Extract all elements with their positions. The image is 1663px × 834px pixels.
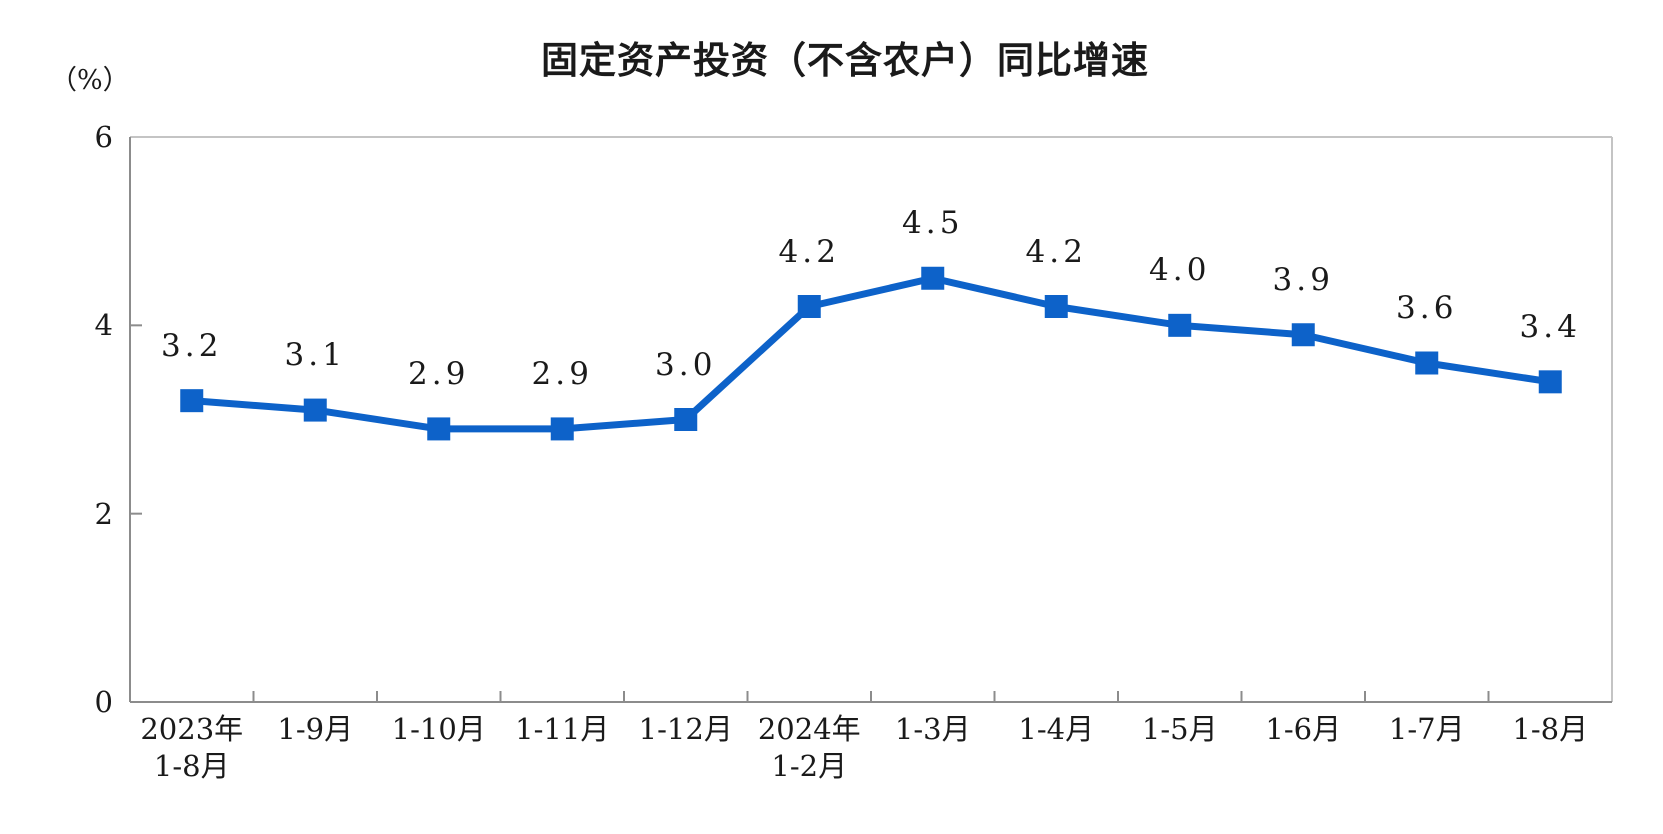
data-point-label: 4.2 xyxy=(778,233,840,270)
data-point-label: 3.1 xyxy=(284,337,346,374)
data-point-label: 4.0 xyxy=(1149,252,1211,289)
x-tick-label: 1-4月 xyxy=(1018,711,1094,748)
x-tick-label: 1-6月 xyxy=(1265,711,1341,748)
x-tick-label-line: 1-9月 xyxy=(277,712,354,746)
x-tick-label-line: 1-8月 xyxy=(1512,712,1589,746)
y-tick-label: 4 xyxy=(94,308,113,343)
x-tick-label-line: 1-4月 xyxy=(1018,712,1095,746)
data-series-line xyxy=(188,274,1554,433)
x-tick-label: 1-7月 xyxy=(1389,711,1465,748)
x-tick-label-line: 1-8月 xyxy=(153,749,230,783)
data-point-marker xyxy=(1538,370,1562,394)
x-tick-label-line: 2024年 xyxy=(757,712,861,746)
data-point-marker xyxy=(180,389,204,413)
x-tick-label: 1-8月 xyxy=(1512,711,1588,748)
data-point-marker xyxy=(1291,323,1315,347)
data-point-marker xyxy=(427,417,451,441)
x-tick-label: 1-10月 xyxy=(392,711,486,748)
x-tick-label-line: 1-3月 xyxy=(894,712,971,746)
y-tick-label: 0 xyxy=(94,685,113,719)
x-tick-label: 1-3月 xyxy=(895,711,971,748)
x-tick-label-line: 1-7月 xyxy=(1388,712,1465,746)
chart-title: 固定资产投资（不含农户）同比增速 xyxy=(541,39,1149,82)
y-tick-label: 2 xyxy=(94,496,113,531)
data-point-marker xyxy=(674,408,698,431)
y-tick-label: 6 xyxy=(94,120,113,154)
data-point-label: 3.6 xyxy=(1396,290,1458,326)
x-tick-label-line: 1-10月 xyxy=(391,712,486,746)
data-point-label: 3.2 xyxy=(161,327,223,364)
data-point-marker xyxy=(797,295,821,318)
x-tick-label: 2023年 1-8月 xyxy=(140,711,243,785)
x-tick-label-line: 1-2月 xyxy=(771,749,848,783)
x-tick-label: 1-5月 xyxy=(1142,711,1218,748)
data-point-label: 3.9 xyxy=(1272,261,1334,298)
data-point-marker xyxy=(1415,351,1439,375)
x-tick-label: 1-11月 xyxy=(515,711,609,748)
y-axis-unit-label: （%） xyxy=(50,65,130,96)
x-tick-label-line: 1-12月 xyxy=(638,712,733,746)
x-tick-label-line: 1-11月 xyxy=(515,712,610,746)
data-point-label: 4.2 xyxy=(1025,233,1087,270)
data-point-marker xyxy=(303,398,327,422)
x-tick-label-line: 2023年 xyxy=(140,712,244,746)
data-point-label: 4.5 xyxy=(902,205,964,242)
x-tick-label: 1-9月 xyxy=(277,711,353,748)
data-point-marker xyxy=(1168,313,1192,337)
x-tick-label-line: 1-5月 xyxy=(1141,712,1218,746)
x-tick-label-line: 1-6月 xyxy=(1265,712,1342,746)
data-point-marker xyxy=(921,266,945,290)
data-point-label: 2.9 xyxy=(531,355,593,392)
data-point-marker xyxy=(1044,295,1068,318)
data-point-marker xyxy=(550,417,574,441)
data-point-label: 3.4 xyxy=(1519,308,1581,345)
data-point-label: 3.0 xyxy=(655,346,717,383)
data-point-label: 2.9 xyxy=(408,355,470,392)
x-tick-label: 1-12月 xyxy=(639,711,733,748)
x-tick-label: 2024年 1-2月 xyxy=(758,711,861,785)
